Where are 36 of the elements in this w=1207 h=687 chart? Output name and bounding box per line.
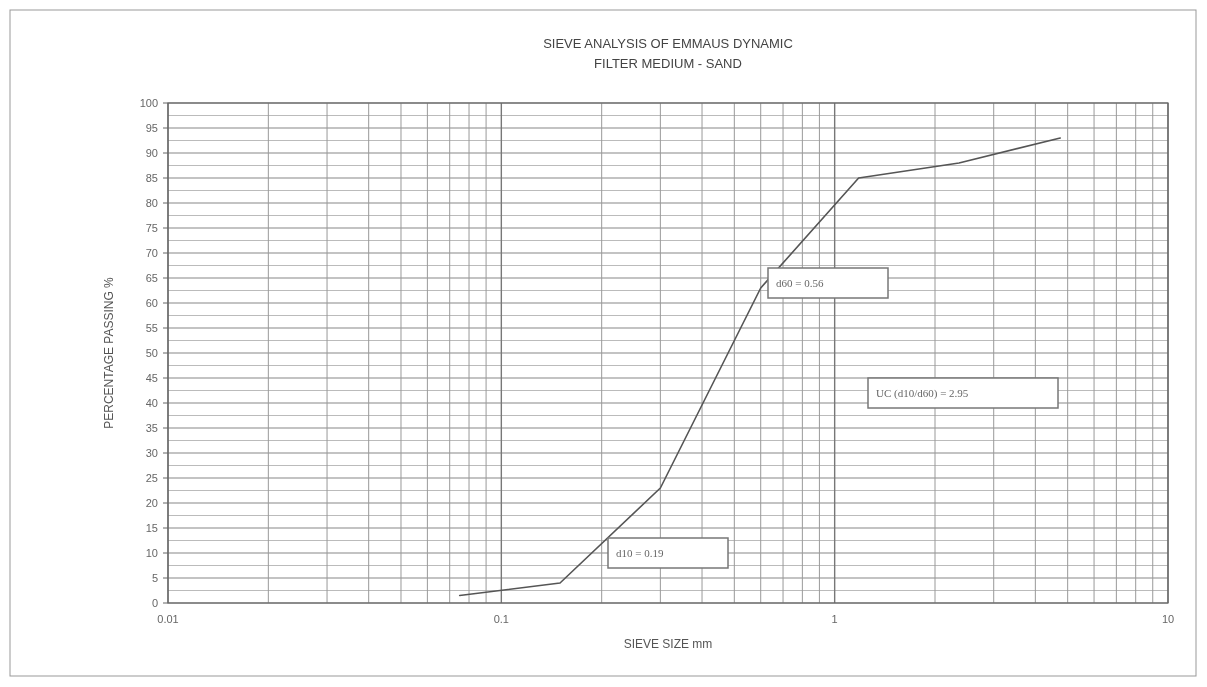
y-tick-label: 75 [145,222,158,234]
x-tick-label: 1 [831,613,838,625]
y-tick-label: 60 [145,297,158,309]
y-tick-label: 40 [145,397,158,409]
text-box: d60 = 0.56 [767,267,889,299]
y-tick-label: 25 [145,472,158,484]
y-tick-label: 90 [145,147,158,159]
y-tick-label: 65 [145,272,158,284]
y-tick-label: 20 [145,497,158,509]
y-tick-label: 30 [145,447,158,459]
y-tick-label: 85 [145,172,158,184]
y-tick-label: 95 [145,122,158,134]
y-tick-label: 45 [145,372,158,384]
y-tick-label: 100 [139,97,158,109]
y-tick-label: 70 [145,247,158,259]
y-tick-label: 15 [145,522,158,534]
line-series [458,137,1062,597]
annotation: d10 = 0.19 [616,547,664,559]
x-axis-title: SIEVE SIZE mm [623,637,713,651]
y-axis-title: PERCENTAGE PASSING % [102,276,116,429]
text-box: UC (d10/d60) = 2.95 [867,377,1059,409]
text-box: d10 = 0.19 [607,537,729,569]
y-tick-label: 10 [145,547,158,559]
annotation: d60 = 0.56 [776,277,824,289]
annotation: UC (d10/d60) = 2.95 [876,387,969,400]
y-tick-label: 0 [151,597,158,609]
chart-title: SIEVE ANALYSIS OF EMMAUS DYNAMIC [543,36,793,51]
x-tick-label: 0.01 [157,613,179,625]
y-tick-label: 50 [145,347,158,359]
y-tick-label: 5 [151,572,158,584]
y-tick-label: 35 [145,422,158,434]
x-tick-label: 0.1 [493,613,509,625]
chart-subtitle: FILTER MEDIUM - SAND [594,56,742,71]
x-tick-label: 10 [1161,613,1175,625]
y-tick-label: 80 [145,197,158,209]
y-tick-label: 55 [145,322,158,334]
